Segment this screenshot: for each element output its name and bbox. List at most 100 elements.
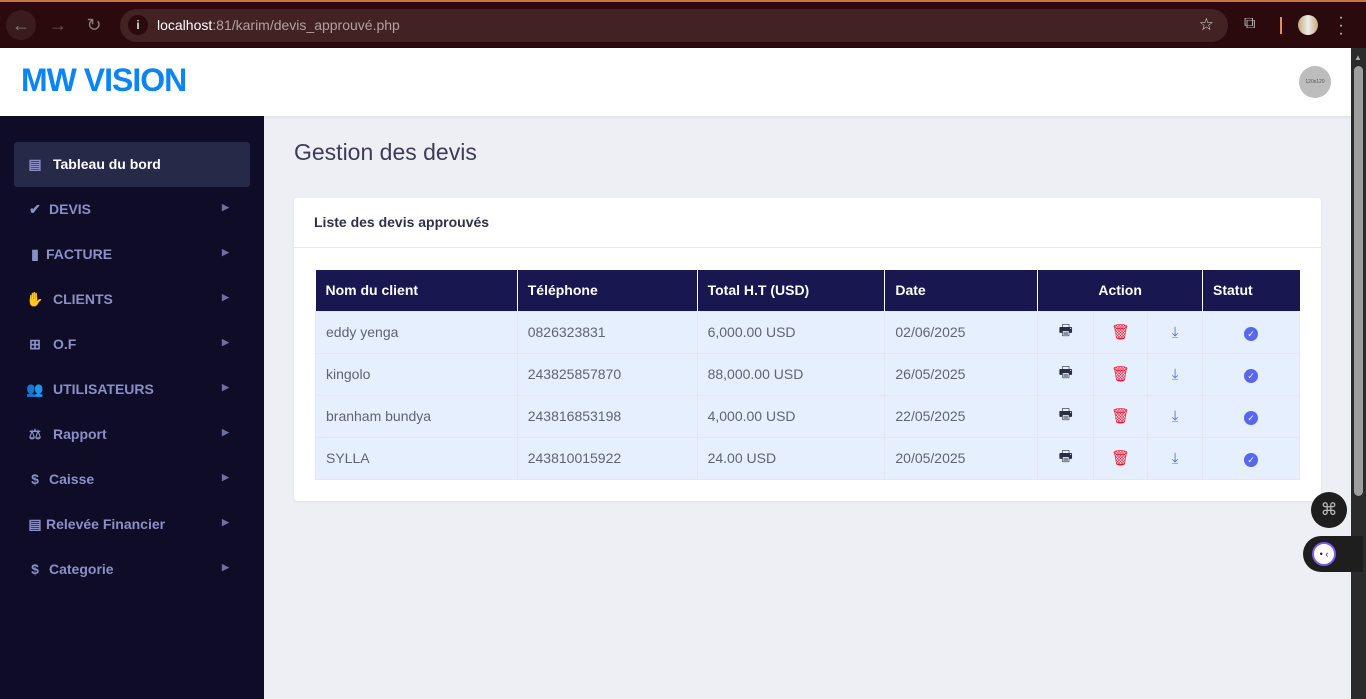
sidebar-item-label: FACTURE: [46, 246, 113, 262]
sidebar-item-caisse[interactable]: $ Caisse ▶: [14, 457, 250, 502]
sidebar-item-relev-e-financier[interactable]: ▤ Relevée Financier ▶: [14, 502, 250, 547]
chevron-right-icon: ▶: [222, 427, 229, 437]
print-button[interactable]: 🖶: [1037, 352, 1095, 396]
print-button[interactable]: 🖶: [1037, 436, 1095, 480]
balance-scale-icon: ⚖: [28, 426, 42, 442]
page-title: Gestion des devis: [294, 139, 477, 165]
download-icon: ⤓: [1171, 449, 1179, 467]
info-icon[interactable]: i: [128, 15, 148, 35]
apps-widget-icon[interactable]: ⌘: [1311, 492, 1347, 528]
delete-button[interactable]: 🗑: [1093, 436, 1149, 480]
download-button[interactable]: ⤓: [1147, 436, 1203, 480]
status-badge: ✓: [1202, 394, 1300, 438]
download-button[interactable]: ⤓: [1147, 394, 1203, 438]
client-name: eddy yenga: [315, 310, 518, 354]
scroll-up-icon[interactable]: ▲: [1354, 53, 1362, 62]
extensions-icon[interactable]: ⧉: [1244, 15, 1256, 32]
date: 22/05/2025: [884, 394, 1039, 438]
url-text: localhost:81/karim/devis_approuvé.php: [157, 17, 400, 33]
chevron-right-icon: ▶: [222, 247, 229, 257]
trash-icon: 🗑: [1111, 366, 1131, 383]
users-icon: 👥: [26, 381, 44, 397]
client-name: SYLLA: [315, 436, 518, 480]
delete-button[interactable]: 🗑: [1093, 310, 1149, 354]
download-button[interactable]: ⤓: [1147, 310, 1203, 354]
url-host: localhost: [157, 17, 213, 33]
print-button[interactable]: 🖶: [1037, 310, 1095, 354]
sidebar-item-tableau-du-bord[interactable]: ▤ Tableau du bord: [14, 142, 250, 187]
print-icon: 🖶: [1058, 363, 1073, 381]
chevron-right-icon: ▶: [222, 337, 229, 347]
sidebar-item-utilisateurs[interactable]: 👥 UTILISATEURS ▶: [14, 367, 250, 412]
chevron-right-icon: ▶: [222, 202, 229, 212]
chevron-right-icon: ▶: [222, 292, 229, 302]
check-circle-icon: ✓: [1244, 326, 1258, 341]
logo[interactable]: MW VISION: [21, 62, 187, 98]
sidebar-item-categorie[interactable]: $ Categorie ▶: [14, 547, 250, 592]
date: 26/05/2025: [884, 352, 1039, 396]
total: 6,000.00 USD: [696, 310, 886, 354]
chevron-right-icon: ▶: [222, 562, 229, 572]
app-header: MW VISION 120x120: [0, 48, 1351, 116]
trash-icon: 🗑: [1111, 450, 1131, 467]
sidebar-item-facture[interactable]: ▮ FACTURE ▶: [14, 232, 250, 277]
sidebar-item-rapport[interactable]: ⚖ Rapport ▶: [14, 412, 250, 457]
sidebar: ▤ Tableau du bord ✔ DEVIS ▶ ▮ FACTURE ▶ ✋ CLIENTS…: [0, 116, 264, 699]
print-button[interactable]: 🖶: [1037, 394, 1095, 438]
forward-button[interactable]: →: [49, 15, 67, 35]
avatar[interactable]: 120x120: [1299, 66, 1331, 98]
trash-icon: 🗑: [1111, 408, 1131, 425]
address-bar[interactable]: i localhost:81/karim/devis_approuvé.php …: [120, 9, 1228, 42]
sidebar-item-o-f[interactable]: ⊞ O.F ▶: [14, 322, 250, 367]
handshake-icon: ✋: [26, 291, 44, 307]
date: 02/06/2025: [884, 310, 1039, 354]
bookmark-star-icon[interactable]: ☆: [1198, 15, 1214, 34]
total: 24.00 USD: [696, 436, 886, 480]
client-name: kingolo: [315, 352, 518, 396]
date: 20/05/2025: [884, 436, 1039, 480]
phone: 243825857870: [516, 352, 698, 396]
table-row: eddy yenga 0826323831 6,000.00 USD 02/06…: [315, 310, 1300, 354]
sidebar-item-clients[interactable]: ✋ CLIENTS ▶: [14, 277, 250, 322]
check-icon: ✔: [29, 201, 41, 217]
client-name: branham bundya: [315, 394, 518, 438]
assistant-widget[interactable]: • ‹: [1303, 536, 1363, 572]
reload-button[interactable]: ↻: [86, 15, 102, 35]
total: 88,000.00 USD: [696, 352, 886, 396]
download-icon: ⤓: [1171, 407, 1179, 425]
chevron-right-icon: ▶: [222, 472, 229, 482]
sidebar-item-devis[interactable]: ✔ DEVIS ▶: [14, 187, 250, 232]
scrollbar-thumb[interactable]: [1354, 66, 1363, 496]
warehouse-icon: ▤: [28, 156, 42, 172]
card-title: Liste des devis approuvés: [294, 198, 1321, 248]
delete-button[interactable]: 🗑: [1093, 352, 1149, 396]
trash-icon: 🗑: [1111, 324, 1131, 341]
money-icon: $: [31, 561, 39, 577]
col-date: Date: [884, 270, 1038, 311]
check-circle-icon: ✓: [1244, 368, 1258, 383]
sidebar-item-label: Categorie: [49, 561, 114, 577]
col-phone: Téléphone: [516, 270, 698, 311]
print-icon: 🖶: [1058, 321, 1073, 339]
print-icon: 🖶: [1058, 447, 1073, 465]
chevron-right-icon: ▶: [222, 382, 229, 392]
back-button[interactable]: ←: [6, 10, 36, 40]
divider: [1280, 17, 1282, 34]
money-icon: $: [31, 471, 39, 487]
scrollbar[interactable]: ▲: [1351, 48, 1366, 699]
profile-avatar[interactable]: [1298, 15, 1318, 35]
col-total: Total H.T (USD): [696, 270, 885, 311]
kebab-menu-icon[interactable]: · · ·: [1338, 9, 1344, 42]
download-button[interactable]: ⤓: [1147, 352, 1203, 396]
sidebar-item-label: O.F: [53, 336, 77, 352]
chevron-right-icon: ▶: [222, 517, 229, 527]
status-badge: ✓: [1202, 352, 1300, 396]
approved-quotes-table: Nom du client Téléphone Total H.T (USD) …: [315, 270, 1300, 480]
download-icon: ⤓: [1171, 323, 1179, 341]
delete-button[interactable]: 🗑: [1093, 394, 1149, 438]
phone: 0826323831: [516, 310, 698, 354]
sidebar-item-label: DEVIS: [49, 201, 92, 217]
sidebar-item-label: Tableau du bord: [53, 156, 161, 172]
table-row: branham bundya 243816853198 4,000.00 USD…: [315, 394, 1300, 438]
col-status: Statut: [1202, 270, 1300, 311]
